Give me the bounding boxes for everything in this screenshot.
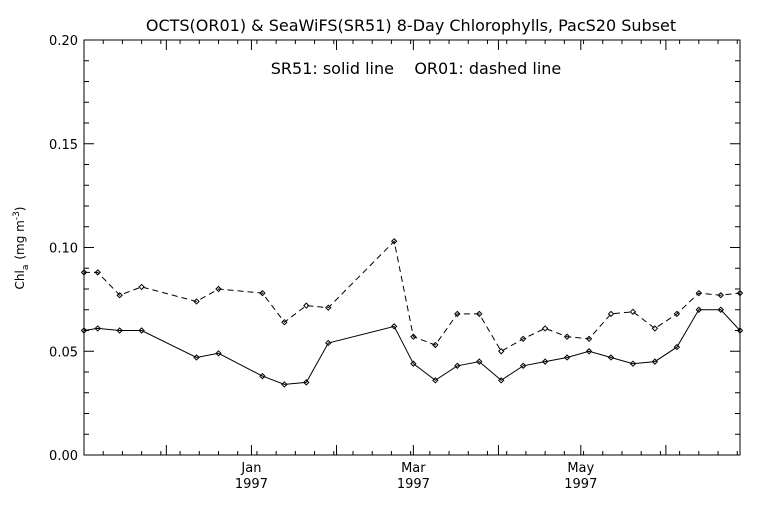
data-point-dashed [695,289,703,297]
y-axis-label-close: ) [13,206,27,211]
data-point-dashed [94,269,101,276]
data-point-dashed [585,335,593,343]
x-tick-label-year: 1997 [397,477,430,492]
data-point-dashed [193,298,200,305]
data-point-dashed [607,310,615,318]
data-point-dashed [717,292,724,299]
data-point-solid [259,372,266,380]
plot-frame [83,39,741,456]
data-point-solid [476,358,483,365]
data-point-dashed [138,283,145,291]
data-point-dashed [563,333,571,340]
data-point-solid [519,362,527,369]
y-axis-label: Chla (mg m-3) [12,206,31,289]
data-point-dashed [325,304,332,311]
data-point-dashed [651,325,659,332]
data-point-solid [215,350,222,357]
x-tick-label-month: May [567,461,594,476]
data-point-solid [585,348,593,355]
y-axis-label-subscript: a [21,265,31,271]
data-point-dashed [116,292,123,299]
data-point-solid [80,327,88,334]
chart-title: OCTS(OR01) & SeaWiFS(SR51) 8-Day Chlorop… [146,16,676,35]
data-point-solid [651,358,659,365]
y-axis-label-units: (mg m [13,220,27,260]
x-tick-label-month: Jan [240,461,261,476]
series-line-dashed [84,240,741,352]
data-point-solid [454,362,461,369]
data-point-dashed [519,335,527,343]
data-point-dashed [390,238,398,245]
x-tick-label-year: 1997 [564,477,597,492]
data-point-solid [607,354,615,361]
data-point-dashed [303,302,310,309]
y-axis-label-main: Chl [13,270,27,289]
data-point-solid [281,381,288,388]
data-point-solid [432,377,439,384]
data-point-solid [390,323,398,330]
data-point-dashed [476,310,483,318]
data-point-dashed [736,289,744,297]
data-point-solid [717,306,724,313]
data-point-solid [497,377,505,384]
y-tick-label: 0.10 [49,242,78,257]
data-point-dashed [80,269,88,276]
data-point-solid [629,360,637,367]
y-tick-label: 0.00 [49,449,78,464]
data-point-solid [410,360,417,367]
data-point-dashed [410,333,417,340]
series-layer [80,238,744,388]
data-point-solid [94,325,101,332]
data-point-solid [736,327,744,334]
x-tick-label-month: Mar [401,461,426,476]
data-point-solid [303,379,310,386]
series-line-solid [83,309,741,385]
data-point-solid [138,327,145,334]
data-point-dashed [215,285,222,293]
data-point-solid [695,306,703,313]
data-point-solid [673,343,681,351]
y-axis-label-exponent: -3 [12,211,22,220]
data-point-dashed [432,341,439,349]
data-point-dashed [541,325,549,332]
y-axis: 0.00 0.05 0.10 0.15 0.20 [49,34,740,464]
data-point-dashed [454,310,461,318]
data-point-dashed [629,308,637,316]
y-tick-label: 0.15 [49,138,78,153]
data-point-dashed [281,318,288,326]
y-tick-label: 0.05 [49,345,78,360]
data-point-dashed [259,289,266,297]
data-point-solid [541,358,549,365]
data-point-solid [563,354,571,361]
data-point-dashed [497,348,505,355]
data-point-dashed [673,310,681,318]
x-tick-label-year: 1997 [235,477,268,492]
data-point-solid [325,339,332,347]
y-tick-label: 0.20 [49,34,78,49]
series-annotation: SR51: solid line OR01: dashed line [271,59,562,78]
data-point-solid [193,354,200,361]
data-point-solid [116,327,123,334]
